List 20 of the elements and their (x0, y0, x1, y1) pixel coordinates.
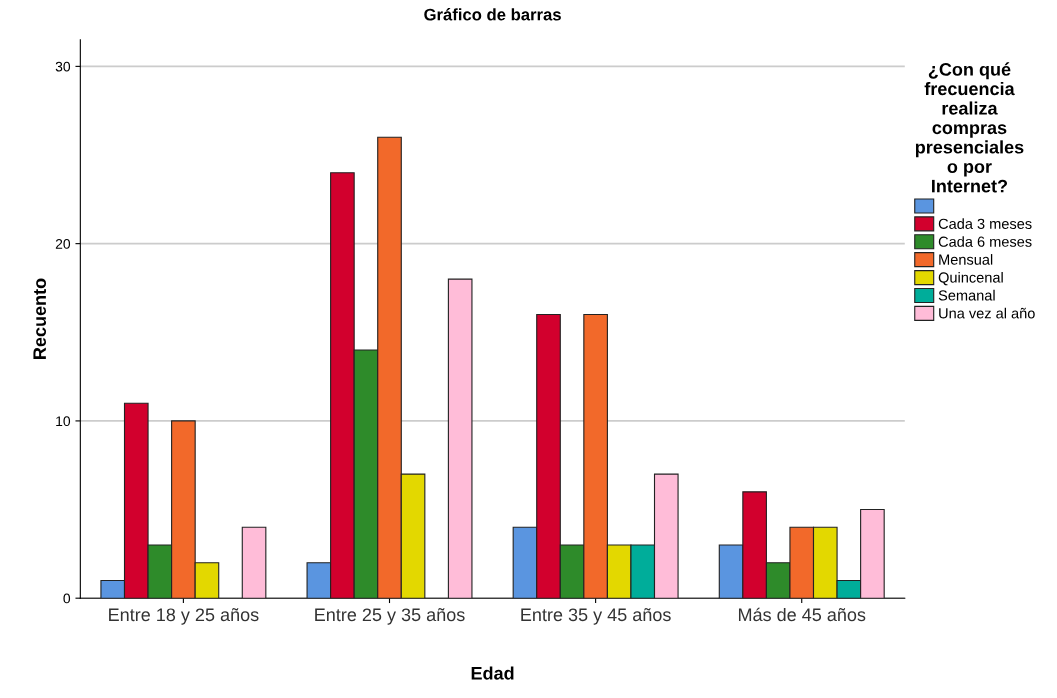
y-axis-title: Recuento (33, 278, 47, 359)
bar (447, 278, 473, 599)
x-tick-label: Entre 18 y 25 años (109, 608, 259, 625)
y-tick-label: 0 (63, 593, 71, 604)
legend-label: Cada 3 meses (938, 218, 1032, 229)
y-tick-label: 20 (55, 238, 71, 249)
bar (241, 526, 267, 599)
legend-label: Una vez al año (939, 307, 1035, 319)
legend-label: Semanal (938, 289, 995, 301)
x-tick-label: Entre 25 y 35 años (315, 608, 465, 625)
y-tick-label: 30 (55, 61, 71, 72)
y-tick-label: 10 (56, 416, 71, 427)
chart-title: Gráfico de barras (424, 8, 561, 21)
x-tick-label: Entre 35 y 45 años (521, 608, 671, 625)
legend-label: Quincenal (938, 271, 1003, 286)
x-tick-label: Más de 45 años (738, 607, 866, 622)
legend-label: Mensual (939, 254, 993, 265)
legend-label: Cada 6 meses (938, 236, 1032, 247)
x-axis-title: Edad (471, 666, 514, 680)
legend-title: ¿Con qué frecuencia realiza compras presenciales o por Internet? (915, 62, 1024, 193)
